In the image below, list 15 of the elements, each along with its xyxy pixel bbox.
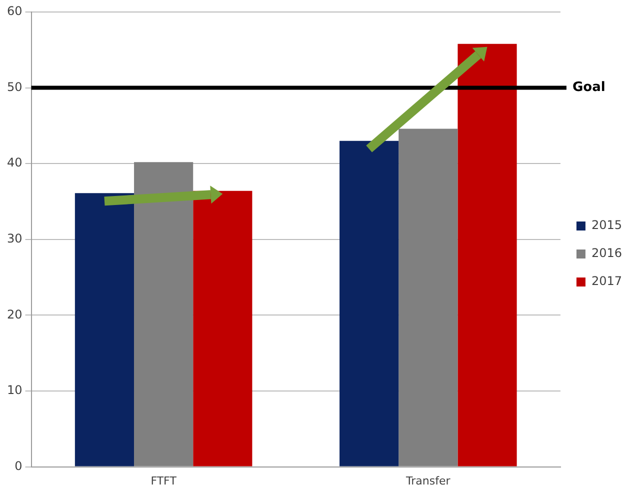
x-tick-label: Transfer bbox=[405, 474, 451, 488]
y-tick-label: 10 bbox=[6, 383, 22, 398]
y-tick-label: 0 bbox=[14, 458, 22, 473]
legend-label: 2016 bbox=[591, 246, 622, 260]
x-tick-label: FTFT bbox=[150, 474, 177, 488]
y-tick-label: 50 bbox=[6, 80, 22, 94]
bar bbox=[458, 44, 517, 466]
legend-label: 2015 bbox=[591, 218, 622, 232]
bar bbox=[193, 190, 252, 466]
legend-label: 2017 bbox=[591, 274, 622, 288]
y-tick-label: 40 bbox=[6, 156, 22, 170]
y-tick-label: 20 bbox=[6, 307, 22, 322]
ref-line-label: Goal bbox=[572, 80, 606, 96]
y-tick-label: 60 bbox=[6, 4, 22, 18]
y-tick-label: 30 bbox=[6, 232, 22, 246]
